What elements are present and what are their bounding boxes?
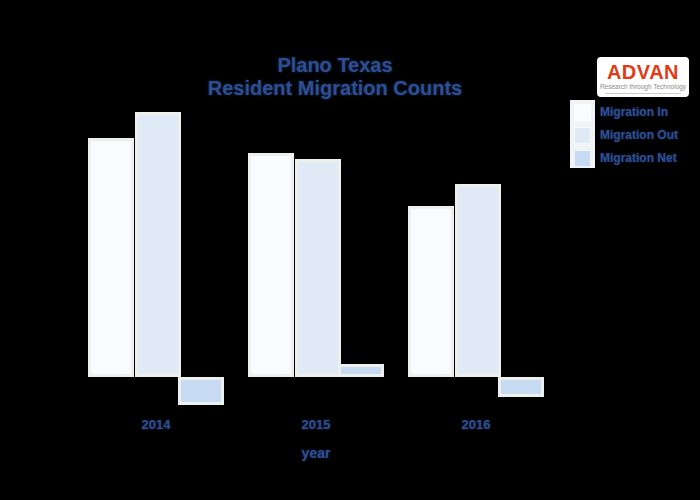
x-axis-title: year [248, 445, 384, 461]
legend-label: Migration Out [600, 128, 678, 142]
chart-title-line2: Resident Migration Counts [5, 77, 665, 100]
legend-item-migration-net[interactable]: Migration Net [570, 149, 677, 167]
legend-label: Migration Net [600, 151, 677, 165]
legend-item-migration-out[interactable]: Migration Out [570, 126, 678, 144]
advan-logo: ADVAN Research through Technology [597, 57, 689, 97]
legend-item-migration-in[interactable]: Migration In [570, 103, 668, 121]
x-axis-tick: 2015 [248, 417, 384, 432]
legend-label: Migration In [600, 105, 668, 119]
legend-swatch-migration-net-icon [574, 150, 591, 167]
x-axis-tick: 2016 [408, 417, 544, 432]
bar-migration-net-2015[interactable] [338, 364, 384, 377]
x-axis-tick: 2014 [88, 417, 224, 432]
legend-swatch-migration-out-icon [574, 127, 591, 144]
migration-chart: Plano Texas Resident Migration Counts AD… [0, 0, 700, 500]
legend-swatch-migration-in-icon [574, 104, 591, 121]
bar-migration-in-2015[interactable] [248, 153, 294, 377]
bar-migration-net-2014[interactable] [178, 377, 224, 405]
bar-migration-net-2016[interactable] [498, 377, 544, 397]
bar-migration-in-2014[interactable] [88, 138, 134, 377]
chart-legend: Migration In Migration Out Migration Net [570, 100, 700, 170]
bar-migration-out-2016[interactable] [455, 184, 501, 377]
advan-logo-divider [605, 93, 681, 94]
chart-title-line1: Plano Texas [5, 54, 665, 77]
chart-title: Plano Texas Resident Migration Counts [5, 54, 665, 100]
bar-migration-out-2014[interactable] [135, 112, 181, 377]
advan-logo-text: ADVAN [597, 61, 689, 83]
bar-migration-in-2016[interactable] [408, 206, 454, 377]
bar-migration-out-2015[interactable] [295, 159, 341, 377]
advan-logo-tagline: Research through Technology [597, 83, 689, 91]
